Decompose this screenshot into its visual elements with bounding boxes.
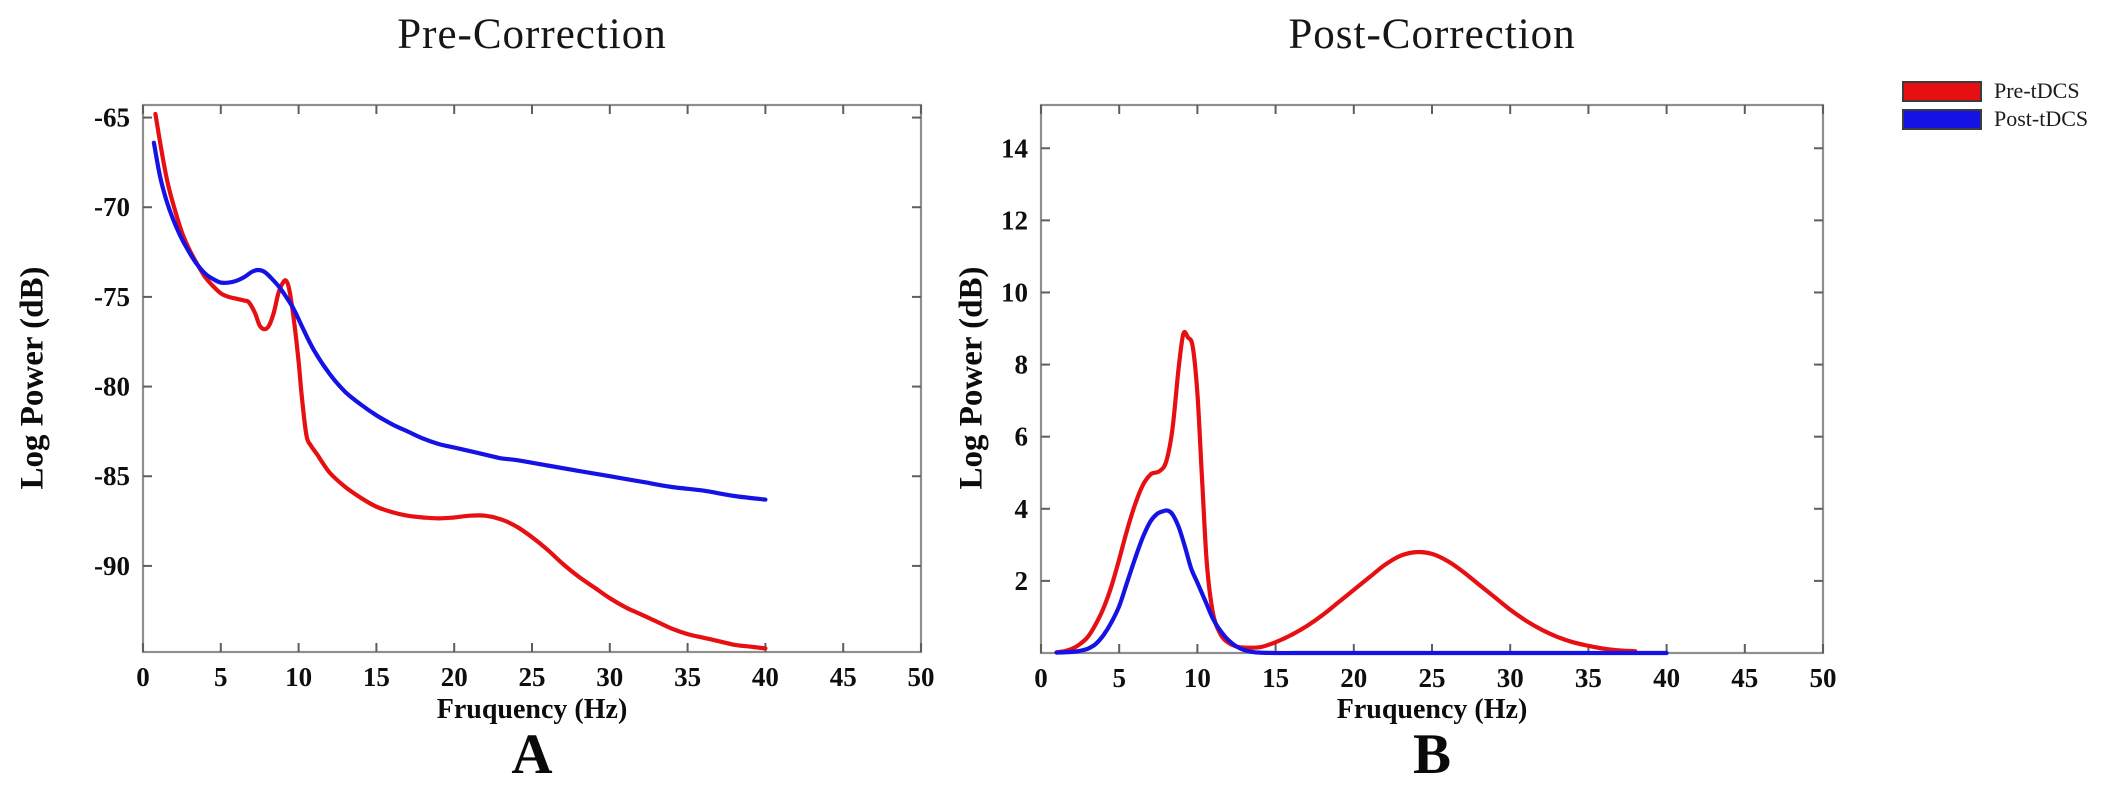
y-tick-label: 14 (1001, 133, 1028, 163)
panel-b-x-axis-label: Fruquency (Hz) (1336, 694, 1528, 725)
panel-a-x-axis-label: Fruquency (Hz) (436, 694, 628, 725)
x-tick-label: 15 (1262, 663, 1289, 693)
panel-b-title: Post-Correction (1288, 11, 1576, 58)
x-tick-label: 10 (1184, 663, 1211, 693)
panel-a-y-axis-label: Log Power (dB) (14, 266, 51, 490)
post-tdcs-line (1054, 508, 1669, 656)
y-tick-label: -65 (94, 103, 130, 133)
x-tick-label: 5 (214, 662, 228, 692)
pre-tdcs-color-swatch (1902, 80, 1982, 102)
panel-a-title: Pre-Correction (397, 11, 667, 58)
y-tick-label: 8 (1015, 350, 1029, 380)
panel-a-letter: A (511, 723, 553, 786)
x-tick-label: 50 (908, 662, 935, 692)
x-tick-label: 0 (136, 662, 150, 692)
post-tdcs-line (151, 140, 768, 502)
plot-frame (1039, 103, 1825, 655)
pre-tdcs-line (153, 111, 768, 651)
legend: Pre-tDCS Post-tDCS (1902, 80, 2088, 136)
y-tick-label: 12 (1001, 205, 1028, 235)
y-tick-label: 10 (1001, 277, 1028, 307)
x-tick-label: 50 (1810, 663, 1837, 693)
y-tick-label: -70 (94, 192, 130, 222)
plot-frame (141, 103, 923, 654)
panel-b-y-axis-label: Log Power (dB) (953, 266, 990, 490)
y-tick-label: 2 (1015, 566, 1029, 596)
x-tick-label: 30 (1497, 663, 1524, 693)
legend-item-pre-tdcs: Pre-tDCS (1902, 80, 2088, 102)
x-tick-label: 35 (1575, 663, 1602, 693)
y-tick-label: -90 (94, 551, 130, 581)
plot-panel-b: 0 5 10 15 20 25 30 35 40 45 50 2 4 6 8 10 12 14 (1001, 103, 1837, 693)
x-tick-label: 15 (363, 662, 390, 692)
y-tick-label: 4 (1015, 494, 1029, 524)
x-tick-label: 5 (1112, 663, 1126, 693)
panel-b-letter: B (1412, 723, 1452, 786)
legend-label-pre-tdcs: Pre-tDCS (1994, 78, 2080, 103)
y-tick-label: -85 (94, 461, 130, 491)
x-tick-label: 45 (830, 662, 857, 692)
x-tick-label: 10 (285, 662, 312, 692)
x-tick-label: 40 (752, 662, 779, 692)
x-tick-label: 20 (1340, 663, 1367, 693)
x-tick-label: 0 (1034, 663, 1048, 693)
x-tick-label: 25 (519, 662, 546, 692)
plot-panel-a: 0 5 10 15 20 25 30 35 40 45 50 -90 -85 -80 -75 -70 -65 (94, 103, 935, 692)
x-tick-label: 25 (1419, 663, 1446, 693)
y-tick-label: 6 (1015, 422, 1029, 452)
pre-tdcs-line (1054, 329, 1638, 655)
x-tick-label: 20 (441, 662, 468, 692)
legend-item-post-tdcs: Post-tDCS (1902, 108, 2088, 130)
post-tdcs-color-swatch (1902, 108, 1982, 130)
x-tick-label: 45 (1731, 663, 1758, 693)
legend-label-post-tdcs: Post-tDCS (1994, 106, 2089, 131)
x-tick-label: 30 (596, 662, 623, 692)
y-tick-label: -75 (94, 282, 130, 312)
x-tick-label: 35 (674, 662, 701, 692)
x-tick-label: 40 (1653, 663, 1680, 693)
y-tick-label: -80 (94, 372, 130, 402)
